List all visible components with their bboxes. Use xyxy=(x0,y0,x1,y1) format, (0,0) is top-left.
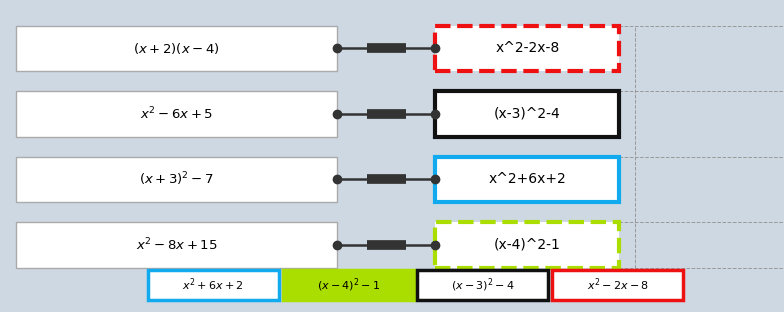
FancyBboxPatch shape xyxy=(552,270,684,300)
Text: $(x+2)(x-4)$: $(x+2)(x-4)$ xyxy=(133,41,220,56)
Text: (x-4)^2-1: (x-4)^2-1 xyxy=(494,238,561,252)
Text: $x^2 - 6x + 5$: $x^2 - 6x + 5$ xyxy=(140,105,213,122)
FancyBboxPatch shape xyxy=(435,157,619,202)
Text: $(x-3)^2-4$: $(x-3)^2-4$ xyxy=(452,276,514,294)
FancyBboxPatch shape xyxy=(417,270,549,300)
Text: $(x-4)^2-1$: $(x-4)^2-1$ xyxy=(317,276,379,294)
FancyBboxPatch shape xyxy=(435,91,619,137)
FancyBboxPatch shape xyxy=(282,270,414,300)
FancyBboxPatch shape xyxy=(16,26,337,71)
Text: $x^2+6x+2$: $x^2+6x+2$ xyxy=(183,276,244,293)
FancyBboxPatch shape xyxy=(16,157,337,202)
FancyBboxPatch shape xyxy=(435,26,619,71)
FancyBboxPatch shape xyxy=(435,222,619,267)
Text: x^2-2x-8: x^2-2x-8 xyxy=(495,41,559,55)
Text: $(x+3)^2 - 7$: $(x+3)^2 - 7$ xyxy=(139,171,214,188)
FancyBboxPatch shape xyxy=(147,270,279,300)
Text: $x^2-2x-8$: $x^2-2x-8$ xyxy=(587,276,648,293)
Text: (x-3)^2-4: (x-3)^2-4 xyxy=(494,107,561,121)
Text: $x^2 - 8x + 15$: $x^2 - 8x + 15$ xyxy=(136,236,217,253)
Text: x^2+6x+2: x^2+6x+2 xyxy=(488,173,566,186)
FancyBboxPatch shape xyxy=(16,91,337,137)
FancyBboxPatch shape xyxy=(16,222,337,267)
